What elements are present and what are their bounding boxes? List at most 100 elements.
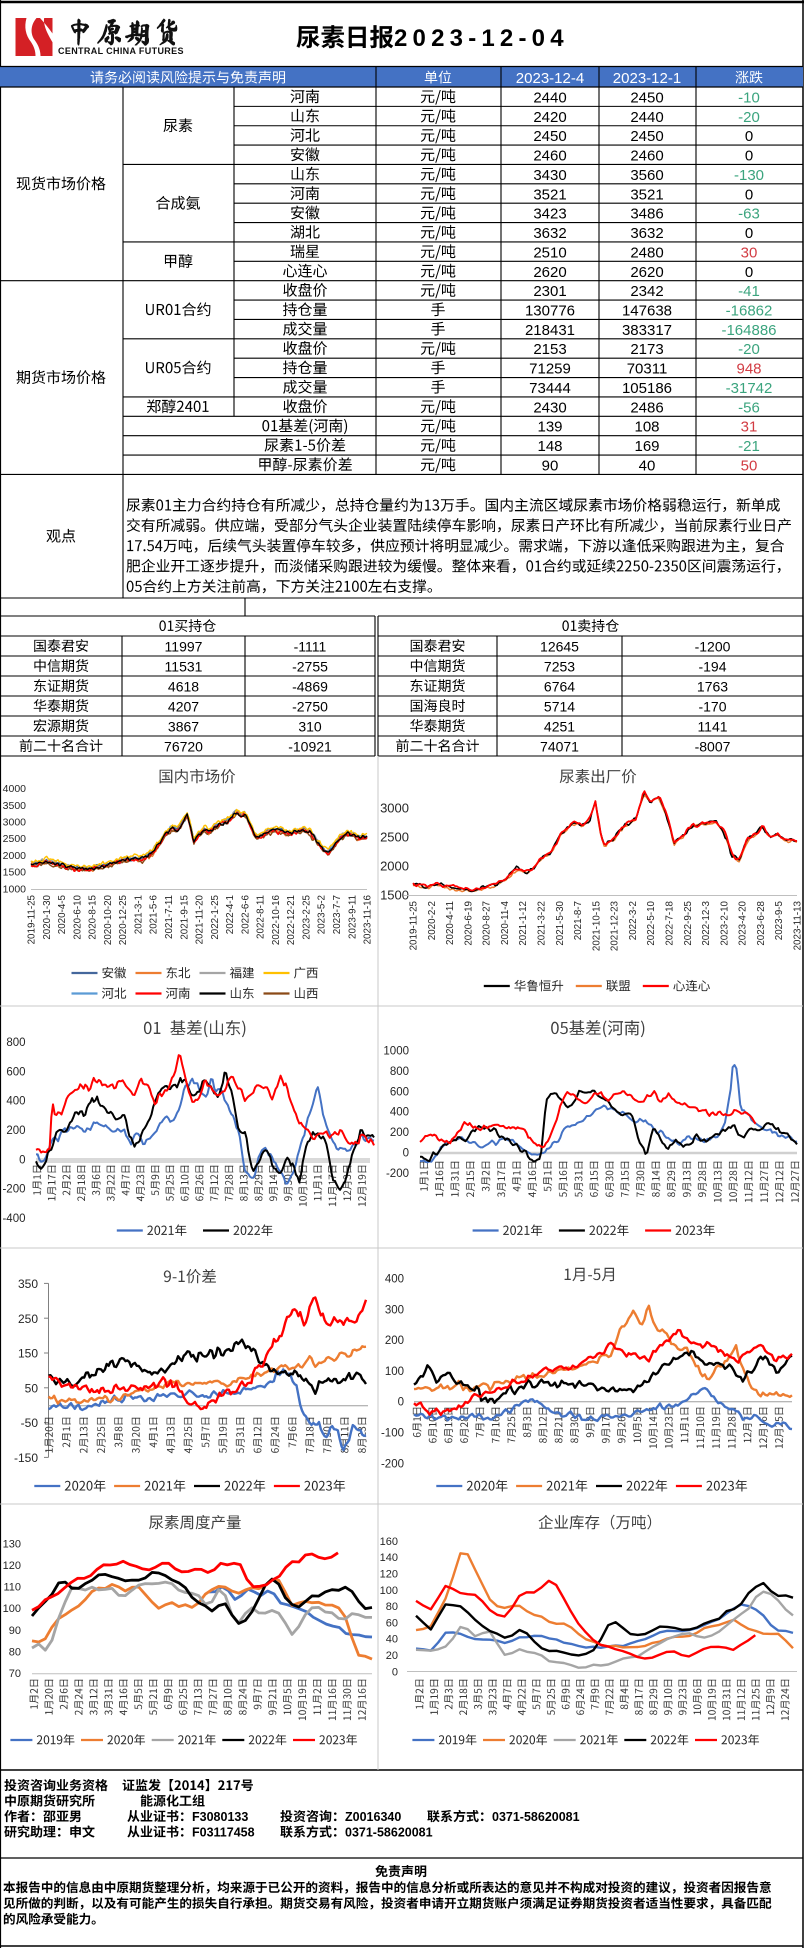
svg-text:2620: 2620 — [630, 264, 663, 281]
svg-text:2153: 2153 — [533, 341, 566, 358]
svg-text:218431: 218431 — [525, 322, 575, 339]
svg-text:2023-12-04: 2023-12-04 — [394, 25, 569, 52]
svg-text:0371-58620081: 0371-58620081 — [345, 1826, 433, 1840]
svg-text:2420: 2420 — [533, 109, 566, 126]
svg-text:0: 0 — [398, 1397, 404, 1409]
svg-text:2023-12-1: 2023-12-1 — [613, 70, 681, 87]
svg-text:-41: -41 — [738, 283, 760, 300]
svg-text:2620: 2620 — [533, 264, 566, 281]
svg-text:2020-8-27: 2020-8-27 — [482, 901, 493, 946]
svg-text:383317: 383317 — [622, 322, 672, 339]
svg-text:2430: 2430 — [533, 399, 566, 416]
svg-text:310: 310 — [298, 718, 322, 734]
svg-text:80: 80 — [386, 1601, 398, 1613]
svg-text:2510: 2510 — [533, 244, 566, 261]
svg-text:70311: 70311 — [627, 361, 668, 378]
svg-text:2460: 2460 — [533, 148, 566, 165]
svg-text:1141: 1141 — [697, 718, 727, 734]
svg-text:-63: -63 — [738, 206, 760, 223]
svg-text:11531: 11531 — [165, 658, 203, 674]
svg-text:2020-4-5: 2020-4-5 — [57, 894, 68, 934]
svg-text:-170: -170 — [698, 698, 726, 714]
svg-text:-200: -200 — [386, 1168, 409, 1180]
svg-text:-150: -150 — [14, 1451, 38, 1465]
svg-text:4000: 4000 — [3, 783, 27, 795]
svg-text:-1200: -1200 — [695, 638, 731, 654]
svg-text:3486: 3486 — [630, 206, 663, 223]
svg-text:2020-4-11: 2020-4-11 — [445, 901, 456, 945]
svg-text:2021-5-30: 2021-5-30 — [555, 900, 566, 945]
svg-text:600: 600 — [6, 1066, 25, 1078]
svg-text:CENTRAL CHINA FUTURES: CENTRAL CHINA FUTURES — [58, 46, 184, 56]
svg-text:2301: 2301 — [533, 283, 566, 300]
svg-text:71259: 71259 — [529, 361, 571, 378]
svg-text:5714: 5714 — [544, 698, 575, 714]
svg-text:400: 400 — [385, 1274, 404, 1286]
svg-text:2022-9-25: 2022-9-25 — [683, 900, 694, 945]
svg-text:0371-58620081: 0371-58620081 — [492, 1810, 580, 1824]
svg-text:3632: 3632 — [533, 225, 566, 242]
svg-text:120: 120 — [3, 1560, 21, 1572]
svg-text:-20: -20 — [738, 109, 760, 126]
svg-text:-10: -10 — [738, 89, 760, 106]
svg-text:120: 120 — [380, 1569, 398, 1581]
svg-text:50: 50 — [741, 458, 758, 475]
svg-text:105186: 105186 — [622, 380, 672, 397]
svg-text:3000: 3000 — [380, 801, 409, 816]
svg-text:140: 140 — [380, 1552, 398, 1564]
svg-text:3632: 3632 — [630, 225, 663, 242]
svg-text:2023-11-16: 2023-11-16 — [363, 894, 374, 944]
svg-text:0: 0 — [745, 264, 753, 281]
svg-text:-100: -100 — [381, 1428, 404, 1440]
svg-text:-20: -20 — [738, 341, 760, 358]
svg-text:2486: 2486 — [630, 399, 663, 416]
svg-text:0: 0 — [403, 1148, 409, 1160]
svg-text:2022-4-1: 2022-4-1 — [225, 895, 236, 934]
svg-text:3500: 3500 — [3, 800, 27, 812]
svg-text:2023-9-5: 2023-9-5 — [774, 900, 785, 940]
svg-text:73444: 73444 — [529, 380, 571, 397]
svg-text:0: 0 — [745, 148, 753, 165]
svg-text:2023-2-10: 2023-2-10 — [719, 900, 730, 945]
svg-text:2020-8-15: 2020-8-15 — [88, 894, 99, 939]
svg-text:3430: 3430 — [533, 167, 566, 184]
svg-text:3000: 3000 — [3, 817, 27, 829]
svg-text:2022-10-16: 2022-10-16 — [271, 894, 282, 945]
svg-text:6764: 6764 — [544, 678, 575, 694]
svg-text:2023-12-4: 2023-12-4 — [516, 70, 584, 87]
svg-text:-4869: -4869 — [292, 678, 328, 694]
svg-text:2450: 2450 — [533, 128, 566, 145]
svg-text:-194: -194 — [698, 658, 726, 674]
svg-text:130: 130 — [3, 1538, 21, 1550]
svg-text:2021-1-12: 2021-1-12 — [518, 901, 529, 946]
svg-text:100: 100 — [385, 1366, 404, 1378]
svg-text:2500: 2500 — [380, 830, 409, 845]
svg-text:800: 800 — [6, 1037, 25, 1049]
svg-text:2022-12-21: 2022-12-21 — [286, 895, 297, 945]
svg-text:2023-9-11: 2023-9-11 — [347, 895, 358, 939]
svg-text:-2750: -2750 — [292, 698, 328, 714]
svg-text:-164886: -164886 — [721, 322, 776, 339]
svg-text:110: 110 — [3, 1582, 21, 1594]
svg-text:1763: 1763 — [697, 678, 728, 694]
svg-text:-400: -400 — [2, 1213, 25, 1225]
svg-text:2020-1-30: 2020-1-30 — [42, 894, 53, 939]
svg-text:20: 20 — [386, 1650, 398, 1662]
svg-text:147638: 147638 — [622, 303, 672, 320]
svg-text:2020-12-25: 2020-12-25 — [118, 894, 129, 945]
svg-text:-31742: -31742 — [726, 380, 773, 397]
svg-text:7253: 7253 — [544, 658, 575, 674]
svg-text:3560: 3560 — [630, 167, 663, 184]
svg-text:148: 148 — [537, 438, 562, 455]
svg-text:2021-3-1: 2021-3-1 — [133, 895, 144, 934]
svg-text:2022-3-2: 2022-3-2 — [628, 901, 639, 940]
svg-text:0: 0 — [392, 1666, 398, 1678]
svg-text:160: 160 — [380, 1536, 398, 1548]
svg-text:30: 30 — [741, 244, 758, 261]
svg-text:-10921: -10921 — [288, 738, 332, 754]
svg-text:2021-9-15: 2021-9-15 — [179, 894, 190, 939]
svg-text:2480: 2480 — [630, 244, 663, 261]
svg-text:74071: 74071 — [540, 738, 579, 754]
svg-text:130776: 130776 — [525, 303, 575, 320]
svg-text:3867: 3867 — [168, 718, 199, 734]
